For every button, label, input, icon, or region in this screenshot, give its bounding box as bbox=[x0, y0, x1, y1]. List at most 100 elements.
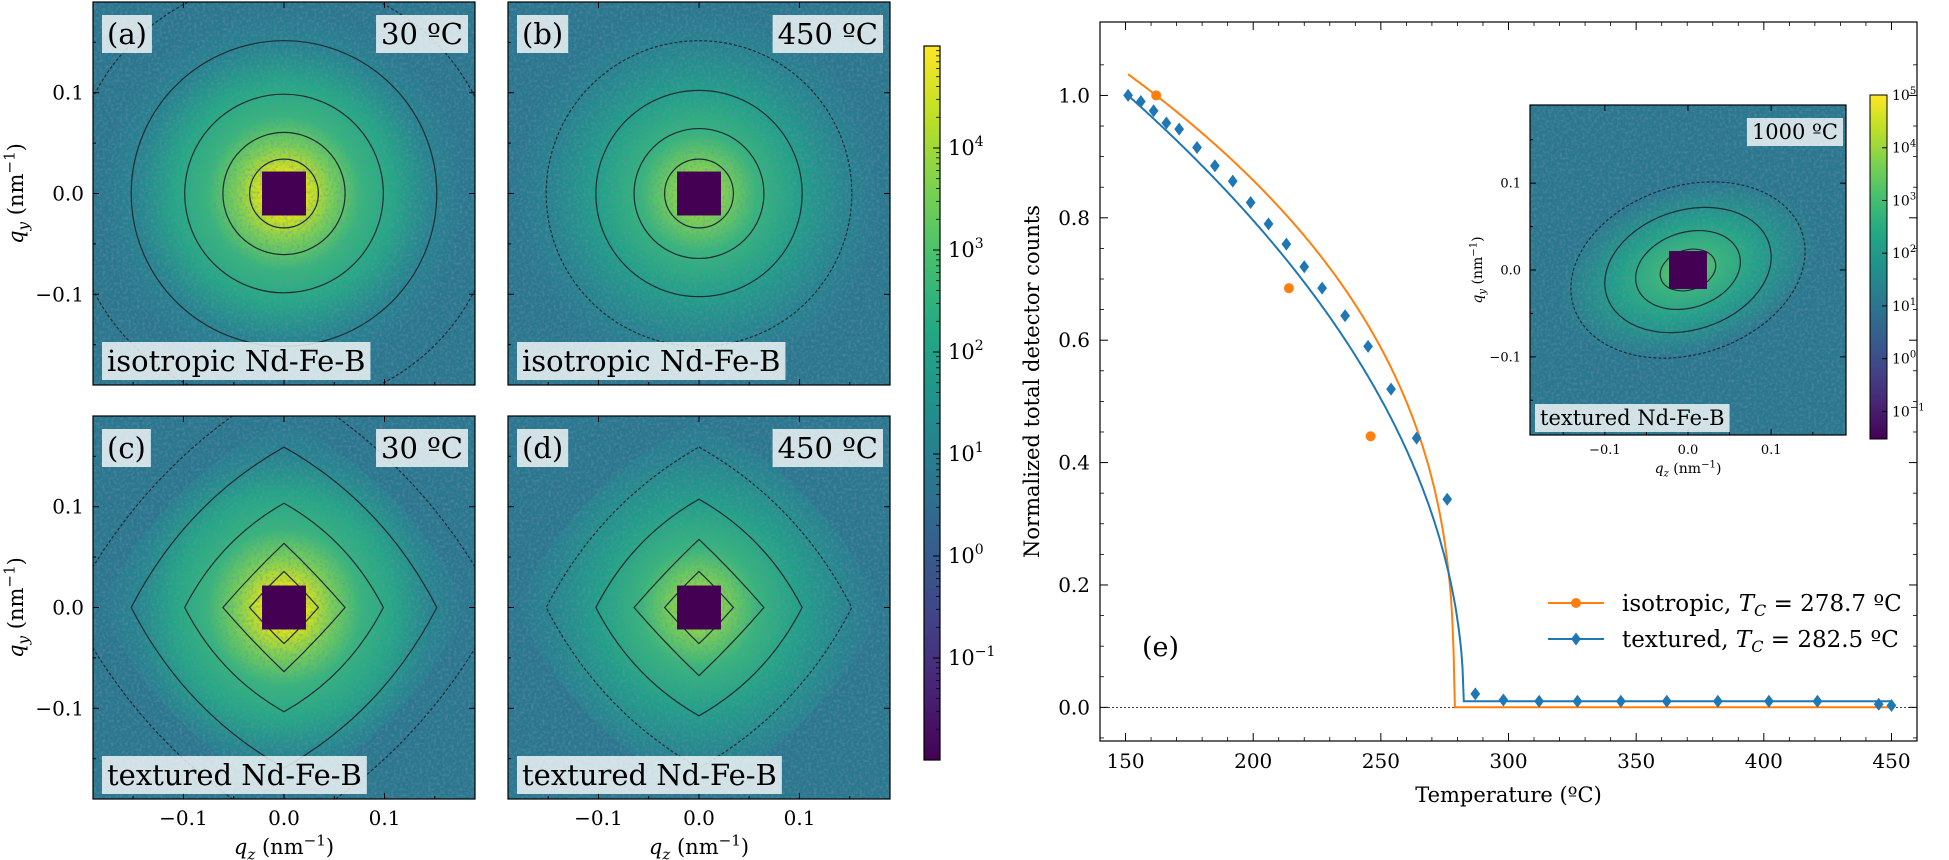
inset-colorbar-gradient bbox=[1870, 95, 1887, 439]
inset-colorbar-tick-label: 100 bbox=[1892, 350, 1916, 368]
data-point-textured bbox=[1812, 694, 1823, 708]
contour-line bbox=[222, 131, 346, 256]
temperature-label: 30 ºC bbox=[376, 15, 468, 53]
data-point-textured bbox=[1123, 88, 1133, 102]
inset-colorbar-tick-label: 103 bbox=[1892, 191, 1916, 209]
data-point-textured bbox=[1886, 699, 1897, 713]
x-tick-label: −0.1 bbox=[159, 806, 208, 830]
svg-text:450 ºC: 450 ºC bbox=[778, 17, 878, 51]
inset-colorbar-frame bbox=[1869, 94, 1888, 440]
x-tick-label: 150 bbox=[1106, 749, 1144, 773]
y-tick-label: 0.0 bbox=[52, 182, 84, 206]
data-point-textured bbox=[1764, 694, 1774, 708]
data-point-isotropic bbox=[1283, 283, 1294, 294]
data-point-textured bbox=[1340, 309, 1350, 323]
colorbar-frame bbox=[923, 45, 941, 761]
beam-stop bbox=[677, 171, 721, 216]
y-tick-label: 0.1 bbox=[1500, 177, 1521, 192]
contour-line bbox=[184, 502, 384, 713]
sample-label: isotropic Nd-Fe-B bbox=[517, 342, 786, 380]
data-point-textured bbox=[1534, 694, 1545, 708]
sample-label: textured Nd-Fe-B bbox=[1535, 404, 1730, 432]
y-tick-label: −0.1 bbox=[35, 696, 84, 720]
x-axis-label: Temperature (ºC) bbox=[1415, 783, 1602, 807]
contour-line bbox=[545, 446, 853, 769]
data-point-textured bbox=[1498, 693, 1509, 707]
y-axis-label: Normalized total detector counts bbox=[1020, 205, 1044, 558]
x-tick-label: −0.1 bbox=[1589, 443, 1621, 458]
y-tick-label: 0.0 bbox=[1500, 264, 1521, 279]
y-tick-label: 0.0 bbox=[1058, 695, 1090, 719]
y-tick-label: 1.0 bbox=[1058, 83, 1090, 107]
y-axis-label: qy (nm−1) bbox=[1468, 236, 1488, 303]
colorbar-tick-label: 103 bbox=[948, 236, 984, 262]
svg-text:(a): (a) bbox=[107, 17, 147, 51]
data-point-textured bbox=[1572, 694, 1583, 708]
x-tick-label: 0.1 bbox=[369, 806, 401, 830]
data-point-textured bbox=[1661, 694, 1672, 708]
svg-text:isotropic Nd-Fe-B: isotropic Nd-Fe-B bbox=[107, 344, 365, 378]
y-tick-label: 0.6 bbox=[1058, 328, 1090, 352]
x-axis-label: qz (nm−1) bbox=[649, 832, 749, 860]
contour-line bbox=[633, 127, 765, 260]
x-tick-label: 0.1 bbox=[784, 806, 816, 830]
legend: isotropic, TC = 278.7 ºC textured, TC = 2… bbox=[1548, 591, 1902, 656]
data-point-textured bbox=[1210, 159, 1220, 173]
data-point-textured bbox=[1615, 694, 1626, 708]
y-axis-label: qy (nm−1) bbox=[1, 557, 33, 658]
x-tick-label: 200 bbox=[1234, 749, 1272, 773]
data-point-textured bbox=[1299, 260, 1310, 274]
data-point-textured bbox=[1161, 116, 1172, 130]
contour-line bbox=[1604, 206, 1772, 334]
temperature-label: 30 ºC bbox=[376, 429, 468, 467]
x-tick-label: 0.0 bbox=[268, 806, 300, 830]
x-tick-label: 400 bbox=[1745, 749, 1783, 773]
x-axis-label: qz (nm−1) bbox=[234, 832, 334, 860]
data-point-textured bbox=[1386, 382, 1396, 396]
contour-line bbox=[222, 542, 346, 673]
colorbar-tick-label: 10−1 bbox=[948, 644, 995, 670]
legend-entry-isotropic: isotropic, TC = 278.7 ºC bbox=[1622, 591, 1902, 620]
legend-marker bbox=[1571, 632, 1581, 646]
contour-line bbox=[595, 89, 803, 298]
x-axis-label: qz (nm−1) bbox=[1655, 459, 1722, 479]
svg-text:450 ºC: 450 ºC bbox=[778, 431, 878, 465]
data-point-isotropic bbox=[1151, 90, 1162, 101]
sample-label: textured Nd-Fe-B bbox=[102, 756, 367, 794]
svg-text:(c): (c) bbox=[107, 431, 146, 465]
colorbar-tick-label: 102 bbox=[948, 338, 984, 364]
y-tick-label: 0.0 bbox=[52, 596, 84, 620]
contour-line bbox=[249, 158, 319, 229]
x-tick-label: 0.1 bbox=[1761, 443, 1782, 458]
panel-label: (b) bbox=[517, 15, 569, 53]
contour-line bbox=[663, 570, 735, 645]
panel-label: (d) bbox=[517, 429, 569, 467]
sample-label: textured Nd-Fe-B bbox=[517, 756, 782, 794]
data-point-textured bbox=[1442, 492, 1453, 506]
data-point-textured bbox=[1470, 687, 1481, 701]
data-point-textured bbox=[1227, 174, 1238, 188]
panel-label: (a) bbox=[102, 15, 152, 53]
svg-text:(d): (d) bbox=[522, 431, 563, 465]
beam-stop bbox=[677, 585, 721, 630]
x-tick-label: 350 bbox=[1617, 749, 1655, 773]
heatmap-panel-1: (b) 450 ºC isotropic Nd-Fe-B bbox=[507, 1, 891, 386]
colorbar-tick-label: 104 bbox=[948, 134, 984, 160]
x-tick-label: −0.1 bbox=[574, 806, 623, 830]
x-tick-label: 0.0 bbox=[1678, 443, 1699, 458]
data-point-textured bbox=[1148, 104, 1159, 118]
x-tick-label: 250 bbox=[1362, 749, 1400, 773]
heatmap-panel-3: −0.1 0.0 0.1 qz (nm−1) (d) 450 ºC textured Nd-… bbox=[507, 415, 891, 860]
temperature-label: 450 ºC bbox=[772, 429, 883, 467]
svg-text:textured Nd-Fe-B: textured Nd-Fe-B bbox=[1540, 406, 1725, 430]
data-point-textured bbox=[1135, 95, 1146, 109]
contour-line bbox=[248, 570, 320, 645]
contour-line bbox=[1635, 229, 1741, 311]
beam-stop bbox=[262, 585, 306, 630]
y-tick-label: 0.2 bbox=[1058, 573, 1090, 597]
svg-text:textured Nd-Fe-B: textured Nd-Fe-B bbox=[107, 758, 362, 792]
data-point-textured bbox=[1263, 217, 1274, 231]
data-point-textured bbox=[1873, 697, 1884, 711]
legend-entry-textured: textured, TC = 282.5 ºC bbox=[1622, 627, 1899, 656]
data-point-textured bbox=[1174, 122, 1185, 136]
